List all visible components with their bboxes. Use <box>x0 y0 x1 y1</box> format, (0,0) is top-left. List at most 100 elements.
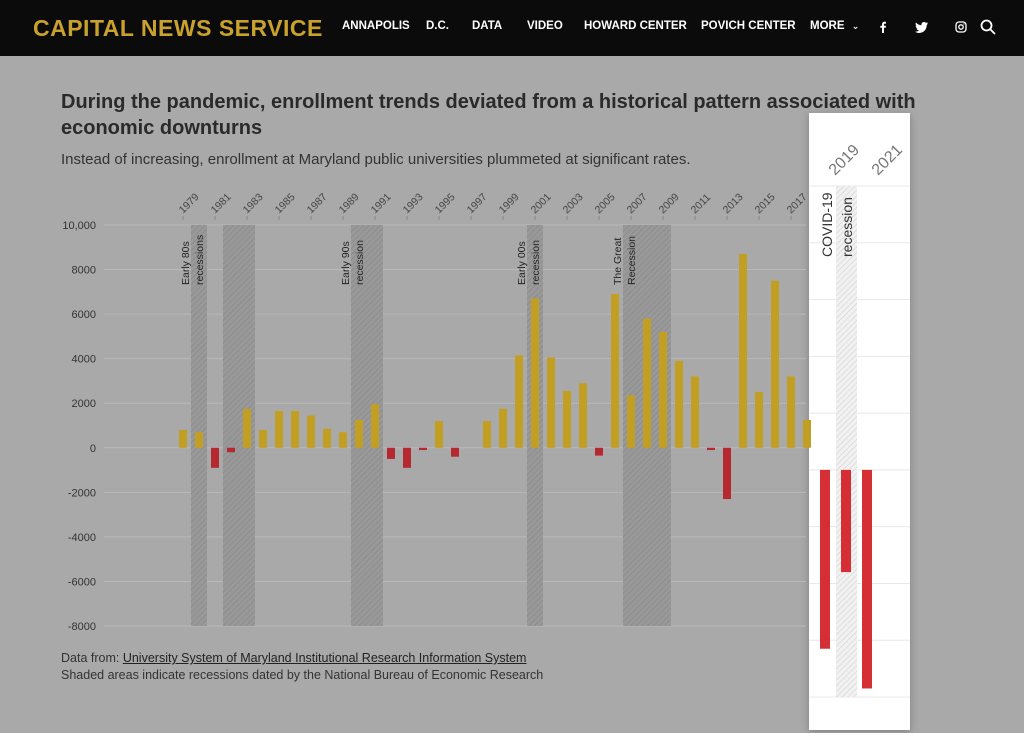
bar-2006 <box>611 294 619 448</box>
x-tick-label: 1999 <box>497 191 522 216</box>
bar-1996 <box>451 447 459 457</box>
bar-2018 <box>803 419 811 448</box>
bar-1983 <box>243 408 251 448</box>
bar-2001 <box>531 298 539 448</box>
x-tick-label: 1979 <box>177 191 202 216</box>
bar-1989 <box>339 432 347 448</box>
instagram-icon[interactable] <box>951 17 971 37</box>
x-tick-label: 2003 <box>561 191 586 216</box>
recession-label: Early 00s <box>516 241 528 285</box>
bar-1980 <box>195 432 203 448</box>
bar-1981 <box>211 447 219 468</box>
bar-1988 <box>323 428 331 448</box>
bar-1984 <box>259 429 267 448</box>
bar-1987 <box>307 415 315 448</box>
x-tick-label: 1987 <box>305 191 330 216</box>
nav-video[interactable]: VIDEO <box>527 20 563 32</box>
recession-label: Early 80s <box>180 241 192 285</box>
bar-2017 <box>787 376 795 448</box>
x-tick-label: 1995 <box>433 191 458 216</box>
nav-data[interactable]: DATA <box>472 20 503 32</box>
x-tick-label: 1983 <box>241 191 266 216</box>
recession-band <box>191 225 207 626</box>
article-subhead: Instead of increasing, enrollment at Mar… <box>61 151 691 168</box>
nav-howard-center[interactable]: HOWARD CENTER <box>584 20 687 32</box>
bar-1986 <box>291 411 299 448</box>
bar-2019 <box>820 469 830 649</box>
bar-1993 <box>403 447 411 468</box>
x-tick-label: 1991 <box>369 191 394 216</box>
bar-2005 <box>595 447 603 456</box>
bar-1995 <box>435 421 443 448</box>
x-tick-label: 2019 <box>826 142 863 179</box>
x-tick-label: 1981 <box>209 191 234 216</box>
x-tick-label: 1997 <box>465 191 490 216</box>
bar-2015 <box>755 392 763 448</box>
article-headline: During the pandemic, enrollment trends d… <box>61 91 916 139</box>
y-tick-label: -8000 <box>68 621 96 633</box>
facebook-icon[interactable] <box>873 17 893 37</box>
x-tick-label: 1993 <box>401 191 426 216</box>
recession-label: Recession <box>626 236 638 285</box>
chart-source: Data from: University System of Maryland… <box>61 650 543 684</box>
y-tick-label: 4000 <box>72 354 96 366</box>
x-tick-label: 2015 <box>753 191 778 216</box>
bar-1982 <box>227 447 235 453</box>
nav-more-label: MORE <box>810 20 845 32</box>
recession-label: recession <box>530 240 542 285</box>
bar-1991 <box>371 404 379 448</box>
twitter-icon[interactable] <box>911 17 931 37</box>
bar-2020 <box>841 469 851 573</box>
site-logo[interactable]: CAPITAL NEWS SERVICE <box>33 15 323 41</box>
bar-2012 <box>707 447 715 451</box>
bar-2003 <box>563 390 571 448</box>
x-tick-label: 2009 <box>657 191 682 216</box>
nav-annapolis[interactable]: ANNAPOLIS <box>342 20 410 32</box>
bar-2009 <box>659 331 667 448</box>
x-tick-label: 1989 <box>337 191 362 216</box>
x-tick-label: 2007 <box>625 191 650 216</box>
nav-dc[interactable]: D.C. <box>426 20 449 32</box>
source-link[interactable]: University System of Maryland Institutio… <box>122 651 527 665</box>
source-prefix: Data from: <box>61 651 123 665</box>
bar-2016 <box>771 280 779 448</box>
x-tick-label: 2021 <box>869 142 906 179</box>
x-tick-label: 2005 <box>593 191 618 216</box>
chevron-down-icon: ⌄ <box>851 21 860 31</box>
recession-label: The Great <box>612 238 624 285</box>
bar-1992 <box>387 447 395 459</box>
bar-1979 <box>179 429 187 448</box>
y-tick-label: 0 <box>90 443 96 455</box>
recession-note: Shaded areas indicate recessions dated b… <box>61 668 544 682</box>
site-header: CAPITAL NEWS SERVICE ANNAPOLIS D.C. DATA… <box>0 0 1024 56</box>
recession-band <box>836 186 857 697</box>
bar-2010 <box>675 360 683 448</box>
bar-1998 <box>483 421 491 448</box>
y-tick-label: 8000 <box>72 265 96 277</box>
bar-2000 <box>515 355 523 448</box>
y-tick-label: 2000 <box>72 398 96 410</box>
nav-more[interactable]: MORE ⌄ <box>810 20 859 32</box>
bar-1985 <box>275 411 283 448</box>
search-icon[interactable] <box>978 17 998 37</box>
bar-2013 <box>723 447 731 500</box>
bar-2004 <box>579 383 587 448</box>
bar-2014 <box>739 253 747 448</box>
nav-povich-center[interactable]: POVICH CENTER <box>701 20 796 32</box>
recession-label: Early 90s <box>340 241 352 285</box>
bar-2011 <box>691 376 699 448</box>
recession-label: recession <box>839 197 855 257</box>
y-tick-label: 10,000 <box>62 220 96 232</box>
bar-2008 <box>643 318 651 448</box>
source-line: Data from: University System of Maryland… <box>61 650 543 667</box>
y-tick-label: -6000 <box>68 576 96 588</box>
recession-label: recessions <box>194 235 206 285</box>
y-tick-label: 6000 <box>72 309 96 321</box>
bar-2002 <box>547 357 555 448</box>
bar-2007 <box>627 395 635 448</box>
x-tick-label: 2001 <box>529 191 554 216</box>
x-tick-label: 2013 <box>721 191 746 216</box>
recession-label: COVID-19 <box>819 192 835 257</box>
bar-1994 <box>419 447 427 451</box>
